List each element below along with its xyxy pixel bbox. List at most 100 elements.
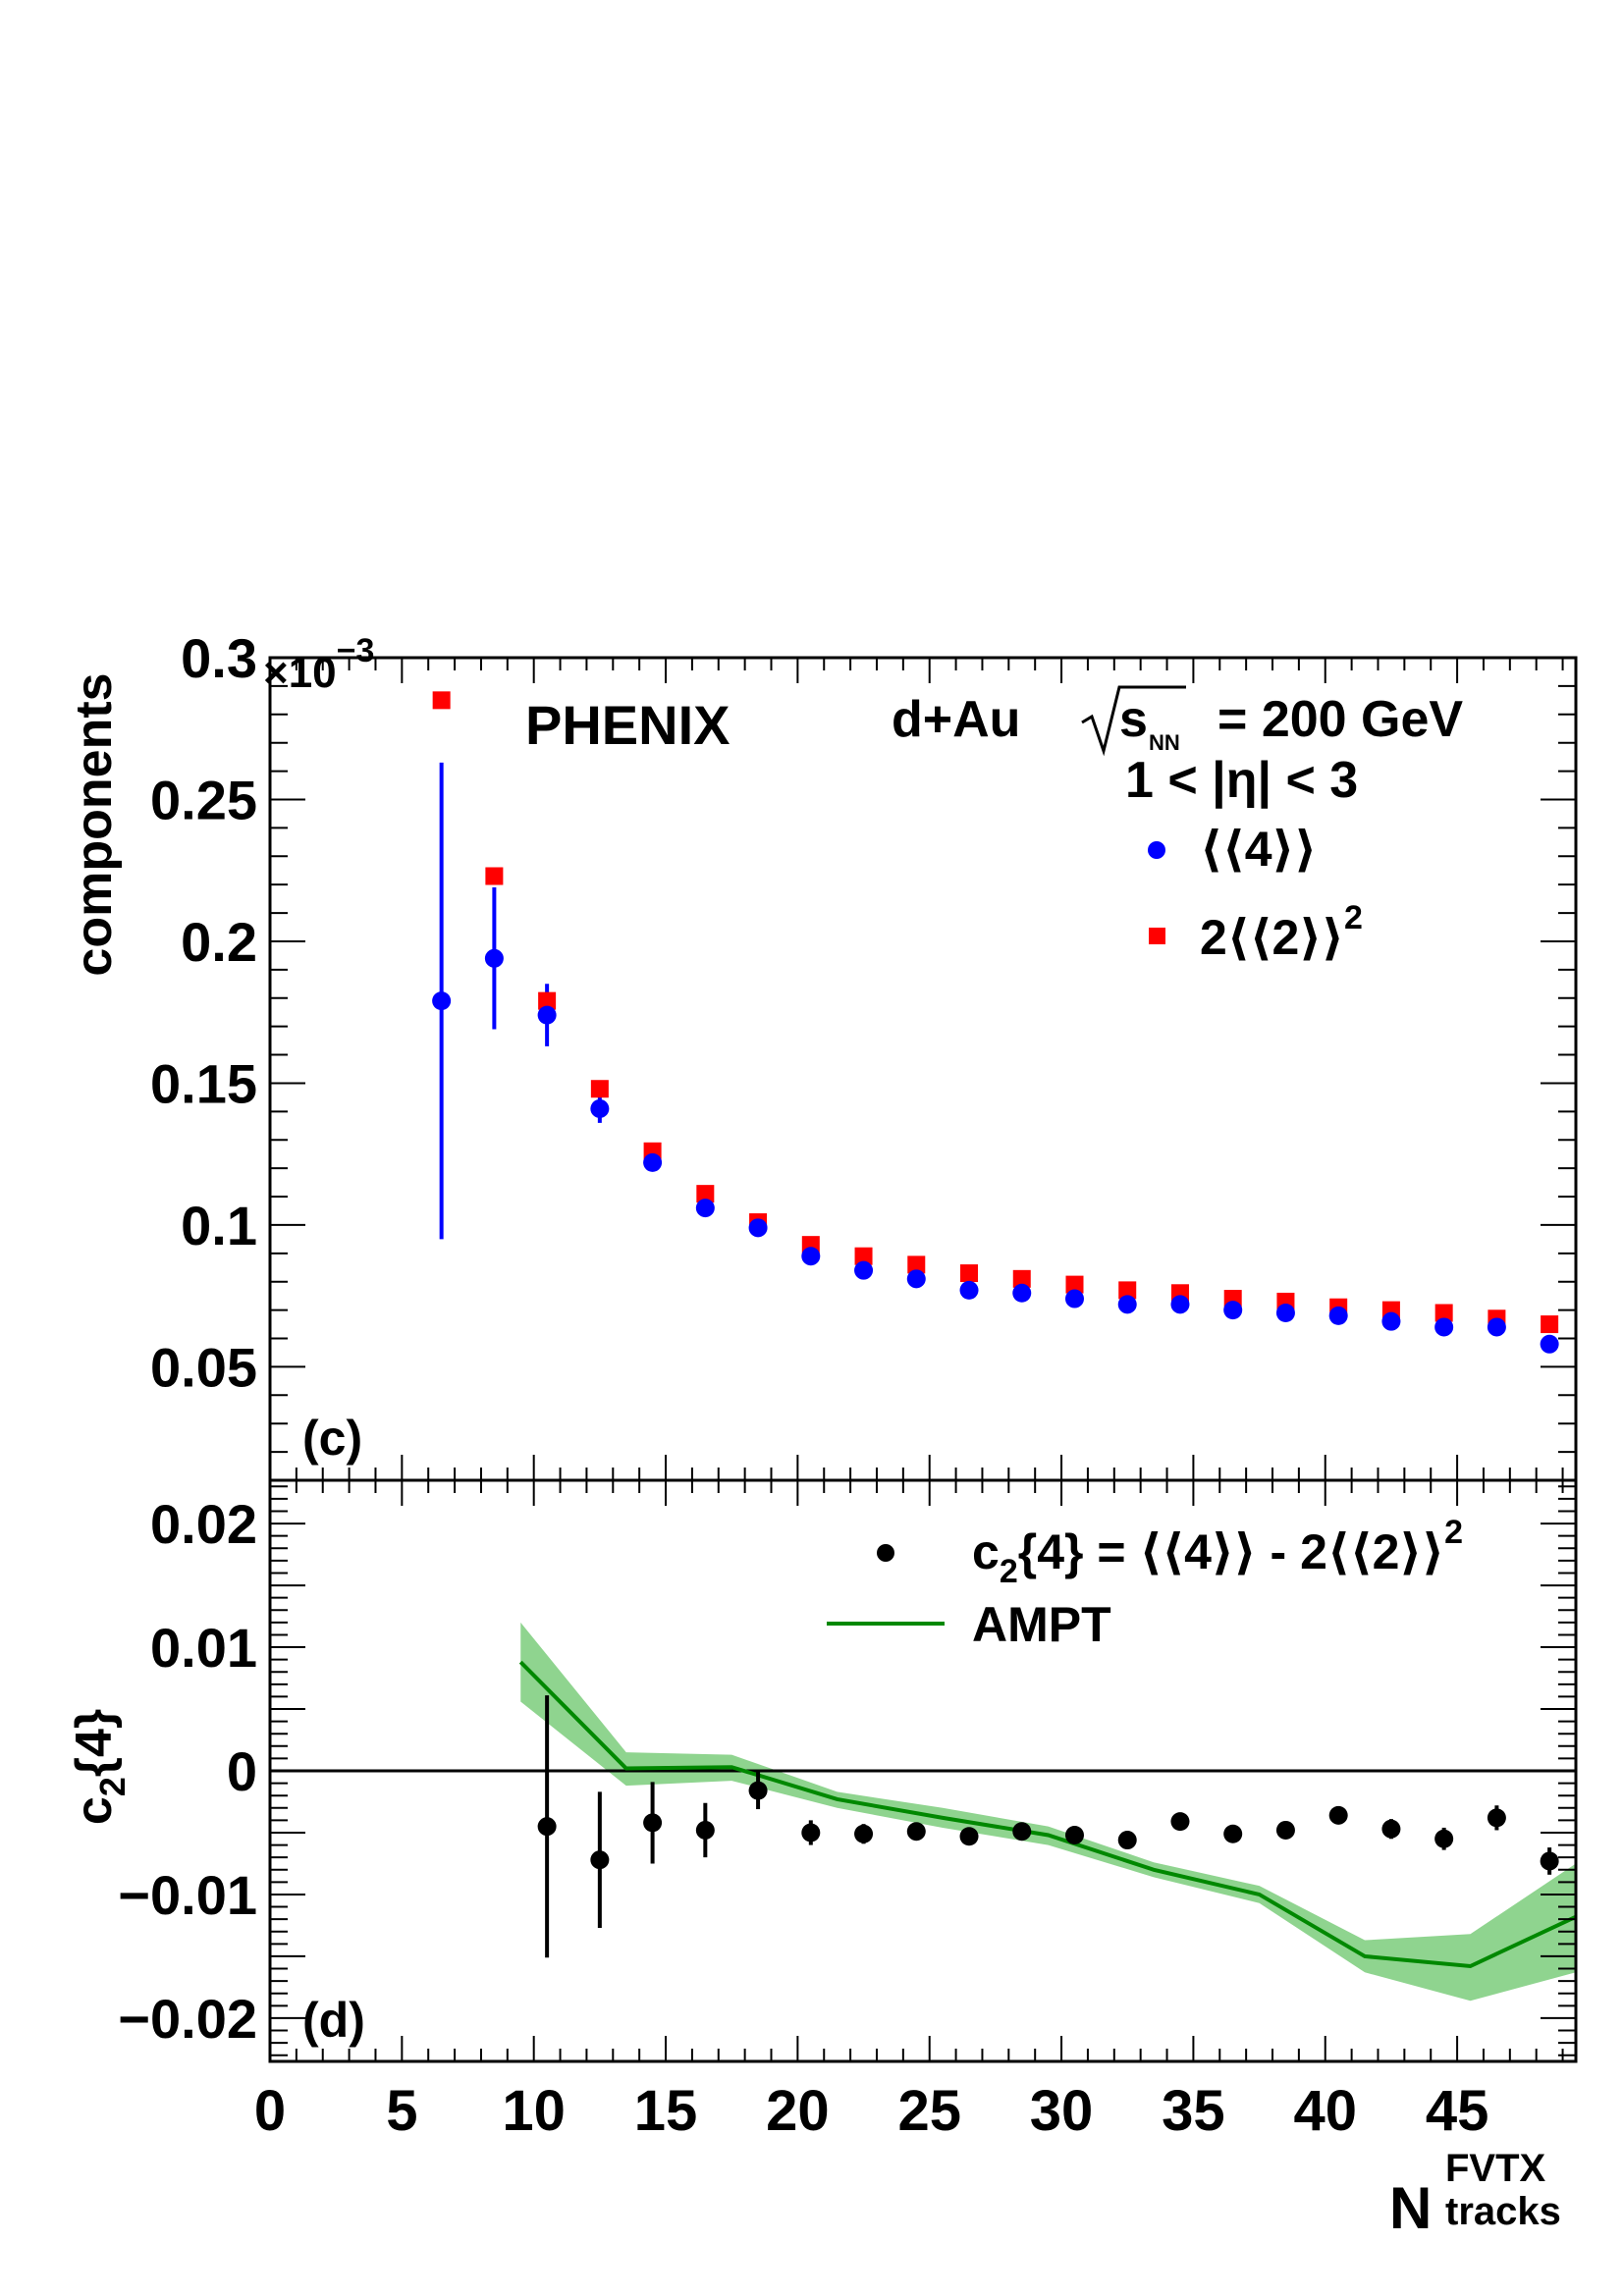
x-tick-labels: 0 5 10 15 20 25 30 35 40 45 <box>254 2079 1488 2143</box>
y-tick-label: −0.02 <box>118 1988 257 2050</box>
point-two-particle <box>696 1185 715 1203</box>
components-x-ticks <box>269 658 1564 1480</box>
point-two-particle <box>1541 1315 1559 1334</box>
point-four-particle <box>801 1247 821 1266</box>
c2-data-layer <box>270 1622 1577 2002</box>
point-two-particle <box>960 1264 979 1283</box>
point-c2 <box>1540 1851 1559 1871</box>
y-tick-label: 0.3 <box>181 627 257 689</box>
point-c2 <box>695 1820 715 1840</box>
x-tick-label: 45 <box>1426 2079 1489 2143</box>
point-c2 <box>1487 1808 1506 1828</box>
point-two-particle <box>485 867 504 885</box>
y-multiplier: ×10−3 <box>263 632 374 697</box>
point-c2 <box>537 1817 557 1837</box>
point-four-particle <box>1328 1306 1348 1325</box>
point-two-particle <box>1434 1304 1453 1322</box>
point-c2 <box>854 1824 874 1843</box>
point-four-particle <box>484 948 504 968</box>
point-four-particle <box>959 1280 979 1300</box>
components-y-axis-label: components <box>66 672 123 976</box>
components-panel: 0.05 0.1 0.15 0.2 0.25 0.3 ×10−3 components P… <box>66 627 1578 1482</box>
point-c2 <box>643 1813 663 1833</box>
eta-cut-label: 1 < |η| < 3 <box>1125 752 1358 809</box>
point-c2 <box>1275 1820 1295 1840</box>
point-c2 <box>906 1822 926 1842</box>
c2-legend: c2{4} = ⟨⟨4⟩⟩ - 2⟨⟨2⟩⟩2 AMPT <box>827 1514 1463 1652</box>
point-two-particle <box>1012 1269 1031 1288</box>
point-four-particle <box>1012 1283 1032 1303</box>
point-four-particle <box>695 1199 715 1218</box>
y-tick-label: 0.1 <box>181 1195 257 1256</box>
point-c2 <box>1117 1831 1137 1850</box>
point-c2 <box>1223 1824 1243 1843</box>
point-c2 <box>590 1850 610 1870</box>
x-axis-label-main: N <box>1389 2175 1432 2241</box>
y-tick-label: 0.2 <box>181 911 257 973</box>
c2-x-ticks <box>269 1480 1564 2061</box>
energy-subscript: NN <box>1149 730 1180 755</box>
collision-system: d+Au <box>892 691 1020 748</box>
legend-marker-four-particle <box>1148 841 1165 859</box>
point-four-particle <box>1064 1289 1084 1308</box>
legend-label-c2: c2{4} = ⟨⟨4⟩⟩ - 2⟨⟨2⟩⟩2 <box>972 1514 1463 1590</box>
point-two-particle <box>432 691 451 710</box>
point-four-particle <box>1223 1301 1243 1320</box>
y-tick-label: 0.05 <box>150 1336 257 1398</box>
sqrt-sign <box>1081 685 1186 757</box>
x-tick-label: 40 <box>1293 2079 1357 2143</box>
y-tick-label: 0.15 <box>150 1052 257 1114</box>
point-c2 <box>1328 1805 1348 1825</box>
point-four-particle <box>1487 1317 1506 1337</box>
point-four-particle <box>432 991 452 1011</box>
components-y-ticks: 0.05 0.1 0.15 0.2 0.25 0.3 <box>150 627 1576 1481</box>
x-axis-label-subscript: tracks <box>1445 2190 1561 2233</box>
x-tick-label: 0 <box>254 2079 286 2143</box>
ampt-uncertainty-band <box>520 1622 1577 2002</box>
point-four-particle <box>537 1005 557 1025</box>
components-legend: ⟨⟨4⟩⟩ 2⟨⟨2⟩⟩2 <box>1148 822 1363 965</box>
x-tick-label: 30 <box>1030 2079 1094 2143</box>
y-tick-label: 0.01 <box>150 1617 257 1679</box>
point-c2 <box>1064 1825 1084 1844</box>
components-data-layer <box>432 691 1559 1354</box>
point-two-particle <box>854 1247 873 1265</box>
point-two-particle <box>1118 1281 1137 1300</box>
point-four-particle <box>1540 1334 1559 1354</box>
point-c2 <box>1434 1829 1454 1848</box>
legend-marker-two-particle <box>1149 928 1165 944</box>
point-four-particle <box>748 1218 768 1238</box>
legend-label-four-particle: ⟨⟨4⟩⟩ <box>1200 822 1317 877</box>
point-four-particle <box>906 1269 926 1289</box>
point-four-particle <box>854 1260 874 1280</box>
x-tick-label: 10 <box>502 2079 566 2143</box>
y-tick-label: 0.02 <box>150 1493 257 1555</box>
ampt-curve <box>518 1660 1577 1969</box>
y-tick-label: −0.01 <box>118 1864 257 1926</box>
point-four-particle <box>1381 1311 1401 1331</box>
x-tick-label: 20 <box>766 2079 830 2143</box>
point-c2 <box>1381 1819 1401 1839</box>
x-tick-label: 15 <box>634 2079 698 2143</box>
panel-label-c: (c) <box>302 1411 362 1466</box>
point-four-particle <box>1275 1304 1295 1323</box>
y-multiplier-base: ×10 <box>263 649 337 697</box>
legend-marker-c2 <box>877 1544 894 1562</box>
point-c2 <box>748 1781 768 1800</box>
y-tick-label: 0.25 <box>150 769 257 830</box>
experiment-label: PHENIX <box>525 694 730 756</box>
point-two-particle <box>1065 1275 1084 1294</box>
x-axis-label-superscript: FVTX <box>1445 2147 1546 2190</box>
y-multiplier-exponent: −3 <box>337 632 375 669</box>
point-c2 <box>801 1823 821 1842</box>
point-c2 <box>959 1827 979 1846</box>
point-two-particle <box>538 991 557 1010</box>
energy-symbol: s <box>1119 691 1148 748</box>
panel-label-d: (d) <box>302 1993 365 2048</box>
c2-panel: −0.02 −0.01 0 0.01 0.02 c2{4} c2{4} = ⟨⟨4⟩⟩ … <box>66 1478 1578 2063</box>
y-tick-label: 0 <box>227 1740 257 1802</box>
point-four-particle <box>643 1152 663 1172</box>
legend-label-ampt: AMPT <box>972 1597 1111 1652</box>
point-two-particle <box>907 1255 926 1274</box>
x-tick-label: 5 <box>386 2079 417 2143</box>
